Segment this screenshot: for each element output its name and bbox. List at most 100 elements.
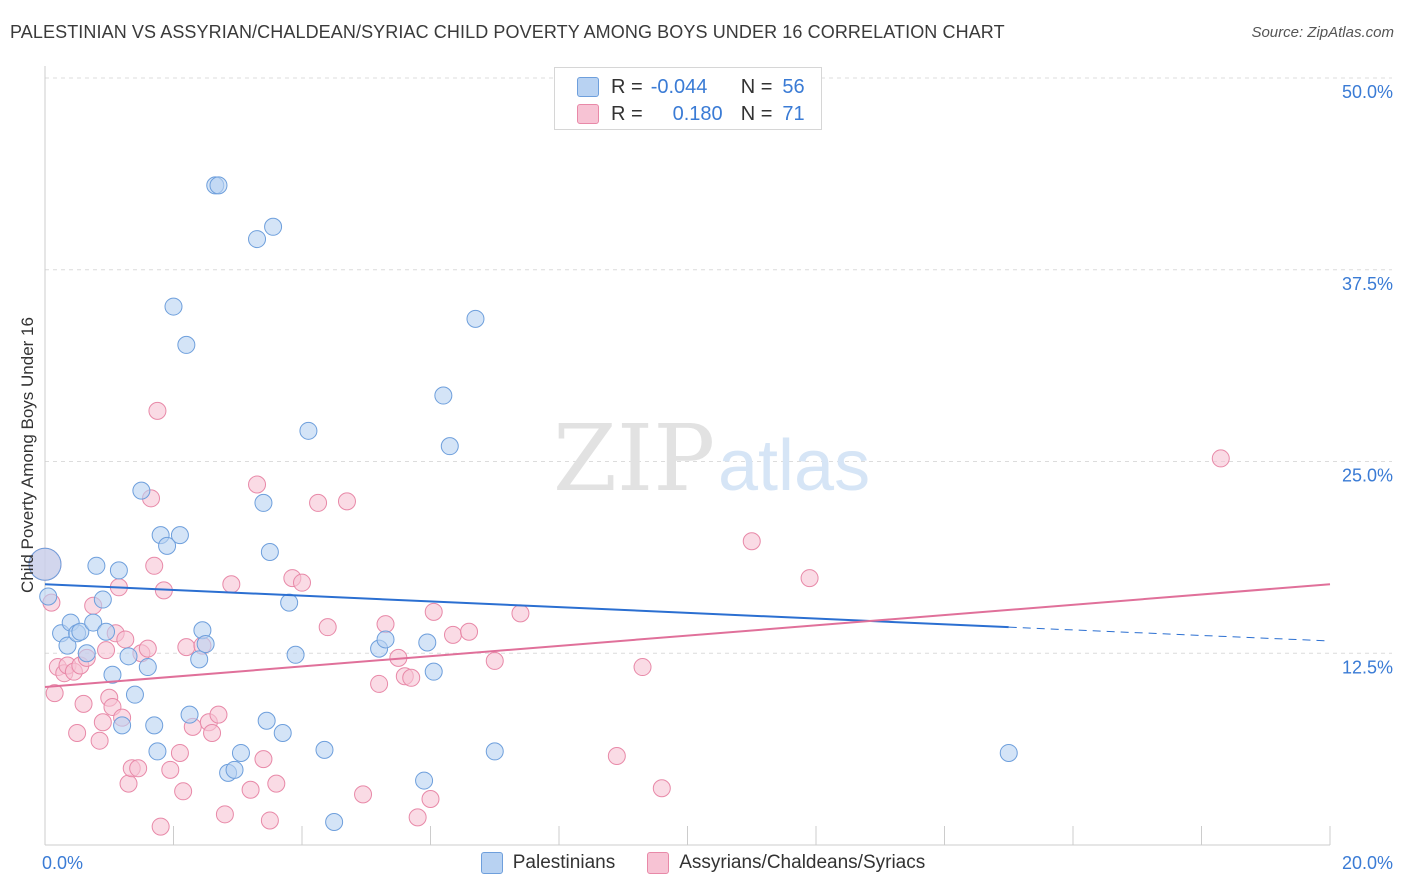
data-point-assyrians xyxy=(248,475,267,494)
x-tick-label-max: 20.0% xyxy=(1342,853,1393,873)
data-point-palestinians xyxy=(257,711,276,730)
watermark: ZIP atlas xyxy=(553,405,870,512)
data-point-palestinians xyxy=(145,716,164,735)
legend-r-label: R = xyxy=(611,75,643,98)
x-tick-label-min: 0.0% xyxy=(42,853,83,873)
data-point-palestinians xyxy=(148,742,167,761)
bottom-legend-label: Assyrians/Chaldeans/Syriacs xyxy=(679,852,926,873)
watermark-atlas: atlas xyxy=(718,426,870,506)
data-point-assyrians xyxy=(337,492,356,511)
data-point-palestinians xyxy=(132,481,151,500)
data-point-palestinians xyxy=(113,716,132,735)
data-point-assyrians xyxy=(90,731,109,750)
data-point-palestinians xyxy=(286,645,305,664)
data-point-palestinians xyxy=(125,685,144,704)
data-point-palestinians xyxy=(180,705,199,724)
data-point-assyrians xyxy=(129,759,148,778)
data-point-palestinians xyxy=(97,622,116,641)
bottom-legend-swatch-pink xyxy=(647,852,670,874)
watermark-zip: ZIP xyxy=(553,405,715,512)
data-point-palestinians xyxy=(999,743,1018,762)
data-point-assyrians xyxy=(402,668,421,687)
data-point-palestinians xyxy=(209,176,228,195)
data-point-assyrians xyxy=(370,674,389,693)
data-point-assyrians xyxy=(254,750,273,769)
y-tick-label: 50.0% xyxy=(1342,82,1393,102)
data-point-assyrians xyxy=(742,532,761,551)
data-point-assyrians xyxy=(443,625,462,644)
data-point-palestinians xyxy=(440,437,459,456)
data-point-palestinians xyxy=(109,561,128,580)
data-point-palestinians xyxy=(84,613,103,632)
legend-swatch-pink xyxy=(577,104,599,124)
data-point-palestinians xyxy=(119,647,138,666)
data-point-palestinians xyxy=(418,633,437,652)
bottom-legend-palestinians: Palestinians xyxy=(480,852,615,874)
trend-line-palestinians xyxy=(44,583,1009,629)
data-point-assyrians xyxy=(93,713,112,732)
data-point-assyrians xyxy=(267,774,286,793)
data-point-palestinians xyxy=(77,644,96,663)
data-point-assyrians xyxy=(408,808,427,827)
data-point-palestinians xyxy=(28,547,62,581)
chart-title: PALESTINIAN VS ASSYRIAN/CHALDEAN/SYRIAC … xyxy=(10,22,1005,42)
data-point-palestinians xyxy=(225,760,244,779)
data-point-palestinians xyxy=(164,297,183,316)
data-point-palestinians xyxy=(138,658,157,677)
legend-swatch-blue xyxy=(577,77,599,97)
trend-lines xyxy=(44,583,1331,688)
data-point-assyrians xyxy=(376,615,395,634)
data-point-palestinians xyxy=(103,665,122,684)
data-point-palestinians xyxy=(434,386,453,405)
data-point-palestinians xyxy=(39,587,58,606)
data-point-assyrians xyxy=(1211,449,1230,468)
trend-line-palestinians-extension xyxy=(1008,626,1331,642)
data-point-assyrians xyxy=(170,743,189,762)
legend-stats: R = -0.044 N = 56 R = 0.180 N = 71 xyxy=(554,67,822,130)
data-point-palestinians xyxy=(485,742,504,761)
source-label: Source: ZipAtlas.com xyxy=(1251,24,1394,41)
data-point-palestinians xyxy=(93,590,112,609)
data-point-palestinians xyxy=(299,421,318,440)
data-point-palestinians xyxy=(231,743,250,762)
data-point-assyrians xyxy=(241,780,260,799)
data-point-palestinians xyxy=(71,622,90,641)
data-point-assyrians xyxy=(318,618,337,637)
legend-row-assyrians: R = 0.180 N = 71 xyxy=(577,102,805,126)
axis-layer xyxy=(44,66,1331,846)
legend-r-label: R = xyxy=(611,102,643,125)
data-point-assyrians xyxy=(215,805,234,824)
data-point-assyrians xyxy=(652,779,671,798)
data-point-assyrians xyxy=(68,724,87,743)
legend-n-label: N = xyxy=(740,75,773,98)
data-point-assyrians xyxy=(633,658,652,677)
data-point-assyrians xyxy=(161,760,180,779)
tick-labels: 12.5% 25.0% 37.5% 50.0% 0.0% 20.0% xyxy=(42,82,1393,873)
data-point-assyrians xyxy=(116,630,135,649)
data-point-assyrians xyxy=(148,401,167,420)
data-point-palestinians xyxy=(415,771,434,790)
legend-r-value: -0.044 xyxy=(650,75,708,98)
bottom-legend-swatch-blue xyxy=(480,852,503,874)
data-point-assyrians xyxy=(145,556,164,575)
legend-r-value: 0.180 xyxy=(672,102,723,125)
data-point-palestinians xyxy=(273,724,292,743)
data-point-assyrians xyxy=(511,604,530,623)
data-point-palestinians xyxy=(376,630,395,649)
data-point-palestinians xyxy=(260,543,279,562)
data-point-assyrians xyxy=(222,575,241,594)
data-point-palestinians xyxy=(58,636,77,655)
data-point-palestinians xyxy=(196,635,215,654)
legend-n-value: 71 xyxy=(782,102,805,125)
trend-line-assyrians xyxy=(44,583,1331,688)
data-point-assyrians xyxy=(174,782,193,801)
data-point-assyrians xyxy=(119,774,138,793)
data-point-palestinians xyxy=(170,526,189,545)
y-tick-label: 25.0% xyxy=(1342,466,1393,486)
bottom-legend-assyrians: Assyrians/Chaldeans/Syriacs xyxy=(647,852,925,874)
data-point-palestinians xyxy=(466,309,485,328)
data-point-palestinians xyxy=(280,593,299,612)
data-point-assyrians xyxy=(177,638,196,657)
data-point-palestinians xyxy=(315,740,334,759)
